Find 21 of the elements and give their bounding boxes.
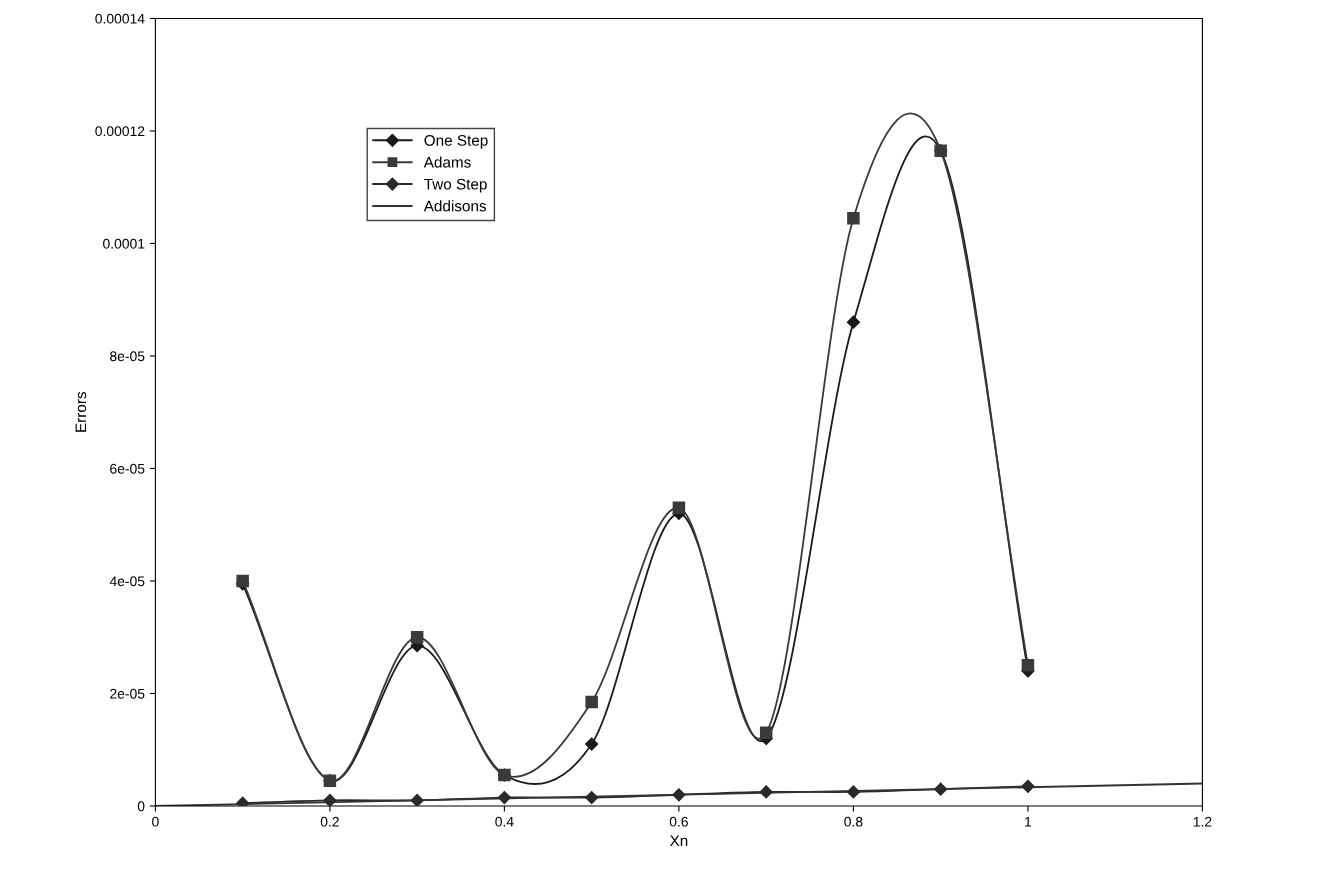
legend-label: Adams	[423, 156, 471, 168]
x-tick-label: 0.4	[495, 816, 514, 827]
y-tick-label: 0.0001	[103, 238, 145, 249]
x-tick-label: 1	[1025, 816, 1032, 827]
y-tick-label: 4e-05	[109, 576, 145, 587]
x-tick-label: 0.2	[320, 816, 339, 827]
y-axis-title: Errors	[75, 391, 87, 432]
x-tick-label: 0.6	[669, 816, 688, 827]
y-tick-label: 6e-05	[110, 463, 145, 474]
x-tick-label: 0.8	[844, 816, 863, 827]
y-tick-label: 0.00012	[95, 126, 145, 137]
y-tick-label: 0	[137, 801, 145, 812]
legend-label: One Step	[424, 134, 488, 149]
legend-label: Two Step	[424, 178, 487, 193]
x-tick-label: 1.2	[1193, 816, 1212, 827]
y-tick-label: 2e-05	[110, 688, 145, 699]
legend-label: Addisons	[423, 200, 487, 212]
x-tick-label: 0	[152, 816, 159, 827]
y-tick-label: 8e-05	[110, 351, 145, 362]
y-tick-label: 0.00014	[95, 13, 145, 24]
x-axis-title: Xn	[669, 835, 688, 846]
